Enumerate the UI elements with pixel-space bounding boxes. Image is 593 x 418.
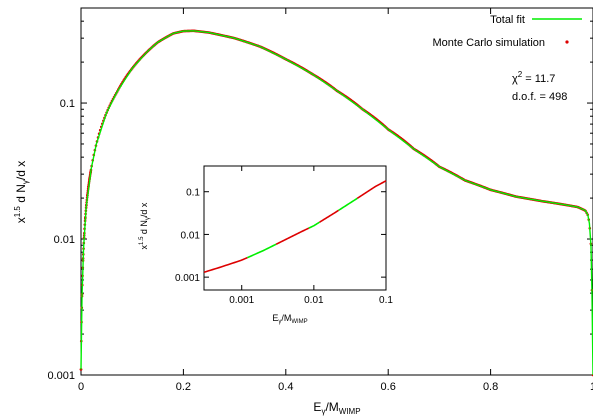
- inset-y-tick-label: 0.1: [186, 188, 200, 199]
- main-axis-ticks: 0 0.2 0.4 0.6 0.8 1 0.001 0.01 0.1: [47, 7, 593, 393]
- main-x-tick-label: 1: [590, 381, 593, 393]
- inset-x-tick-label: 0.01: [304, 295, 324, 306]
- main-x-axis-label: Eγ/MWIMP: [313, 400, 360, 416]
- inset-x-axis-label: Eγ/MWIMP: [272, 313, 307, 325]
- main-series-group: [79, 29, 593, 377]
- inset-y-tick-label: 0.001: [175, 273, 200, 284]
- legend-swatch-monte-carlo: [565, 40, 569, 44]
- inset-x-tick-label: 0.001: [229, 295, 254, 306]
- main-x-tick-label: 0.2: [176, 381, 191, 393]
- main-y-tick-label: 0.01: [54, 234, 75, 246]
- inset-series-group: [203, 180, 387, 274]
- inset-curve-segment: [356, 180, 387, 199]
- inset-curve-segment: [275, 227, 310, 245]
- dof-annotation: d.o.f. = 498: [512, 91, 567, 103]
- main-x-tick-label: 0: [78, 381, 84, 393]
- inset-curve-segment: [319, 209, 339, 223]
- main-x-tick-label: 0.8: [483, 381, 498, 393]
- inset-y-tick-label: 0.01: [181, 230, 201, 241]
- total-fit-line: [80, 30, 593, 376]
- inset-x-tick-label: 0.1: [379, 295, 393, 306]
- legend-label-monte-carlo: Monte Carlo simulation: [433, 37, 546, 49]
- main-x-tick-label: 0.6: [381, 381, 396, 393]
- inset-curve-segment: [338, 197, 358, 212]
- legend-label-total-fit: Total fit: [490, 14, 525, 26]
- main-y-tick-label: 0.001: [47, 370, 75, 382]
- inset-curve-segment: [308, 221, 320, 229]
- inset-plot-frame: [203, 165, 387, 291]
- inset-y-axis-label: x1.5 d Nγ/d x: [139, 202, 151, 249]
- inset-background: [204, 166, 386, 290]
- inset-curve-segment: [203, 256, 248, 274]
- main-y-tick-label: 0.1: [60, 98, 75, 110]
- inset-curve-segment: [247, 243, 277, 259]
- main-y-axis-label: x1.5 d Nγ/d x: [13, 161, 30, 223]
- main-plot-frame: [80, 7, 593, 376]
- legend: Total fit Monte Carlo simulation: [433, 14, 582, 49]
- inset-axis-ticks: 0.001 0.01 0.1 0.001 0.01 0.1: [175, 166, 393, 306]
- chi-square-annotation: χ2 = 11.7: [512, 70, 555, 85]
- main-x-tick-label: 0.4: [278, 381, 293, 393]
